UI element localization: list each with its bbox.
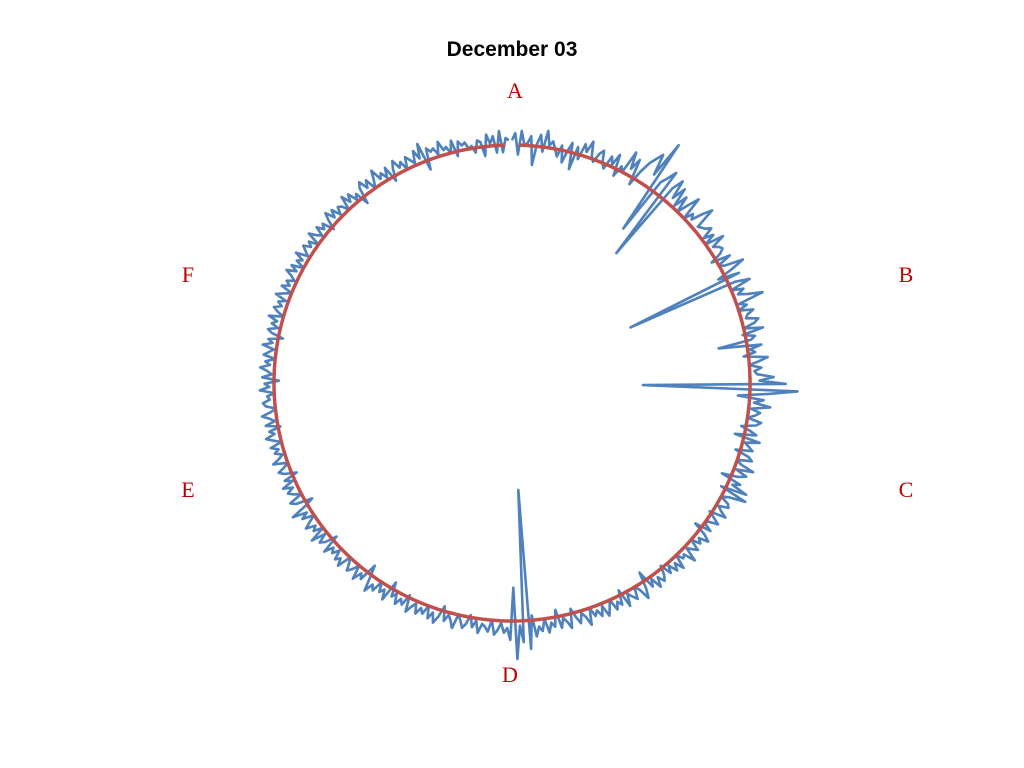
baseline-circle	[272, 143, 752, 623]
series-line	[258, 129, 799, 661]
sector-label-e: E	[181, 477, 194, 502]
sector-label-f: F	[182, 262, 194, 287]
series-layer	[258, 129, 799, 661]
sector-label-d: D	[502, 662, 518, 687]
sector-label-b: B	[899, 262, 914, 287]
sector-label-a: A	[507, 78, 523, 103]
baseline-layer	[272, 143, 752, 623]
sector-label-layer: A B C D E F	[181, 78, 913, 687]
chart-title: December 03	[446, 38, 578, 61]
sector-label-c: C	[899, 477, 914, 502]
